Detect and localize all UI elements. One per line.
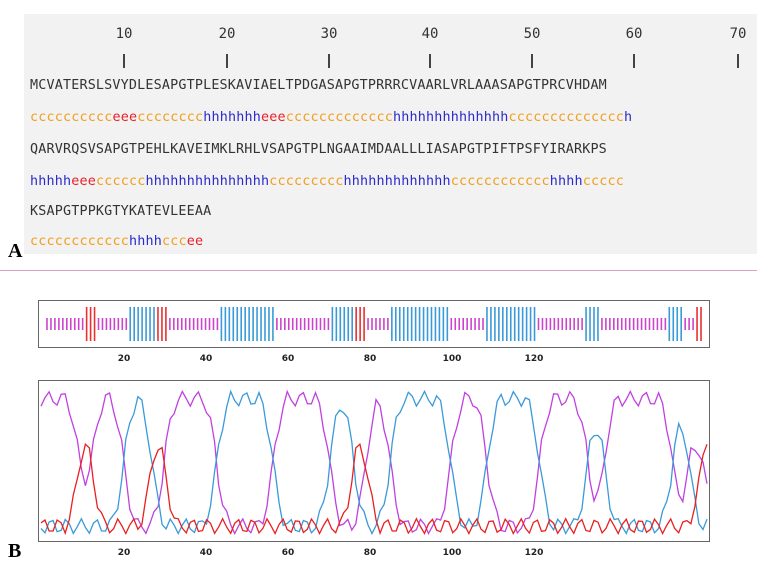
profile-x-axis: 20 40 60 80 100 120 bbox=[118, 548, 544, 558]
x-tick-label: 60 bbox=[282, 548, 295, 558]
helix-probability-line bbox=[40, 389, 708, 535]
structure-row-3: cccccccccccchhhhcccee bbox=[30, 234, 204, 249]
ruler-label: 50 bbox=[523, 26, 541, 42]
ruler-tick bbox=[226, 54, 228, 68]
ruler-tick bbox=[633, 54, 635, 68]
ruler-tick bbox=[531, 54, 533, 68]
x-tick-label: 100 bbox=[443, 548, 462, 558]
structure-row-1: cccccccccceeecccccccchhhhhhheeeccccccccc… bbox=[30, 110, 633, 125]
panel-label-a: A bbox=[8, 240, 23, 262]
x-tick-label: 40 bbox=[200, 548, 213, 558]
x-tick-label: 80 bbox=[364, 354, 377, 364]
structure-track bbox=[38, 300, 710, 348]
structure-row-2: hhhhheeecccccchhhhhhhhhhhhhhhccccccccchh… bbox=[30, 174, 624, 189]
ruler-label: 40 bbox=[421, 26, 439, 42]
ruler-tick bbox=[328, 54, 330, 68]
track-x-axis: 20 40 60 80 100 120 bbox=[118, 354, 544, 364]
coil-probability-line bbox=[40, 389, 708, 535]
panel-label-b: B bbox=[8, 540, 22, 562]
x-tick-label: 60 bbox=[282, 354, 295, 364]
ruler-label: 20 bbox=[218, 26, 236, 42]
profile-svg bbox=[40, 389, 708, 536]
sequence-panel: 10 20 30 40 50 60 70 MCVATERSLSVYDLESAPGTPLESK… bbox=[24, 14, 757, 254]
ruler-tick bbox=[429, 54, 431, 68]
ruler-label: 30 bbox=[320, 26, 338, 42]
strand-probability-line bbox=[40, 442, 708, 536]
probability-profile bbox=[38, 380, 710, 542]
ruler-tick bbox=[737, 54, 739, 68]
x-tick-label: 20 bbox=[118, 548, 131, 558]
sequence-row-3: KSAPGTPPKGTYKATEVLEEAA bbox=[30, 204, 212, 219]
ruler-tick bbox=[123, 54, 125, 68]
x-tick-label: 40 bbox=[200, 354, 213, 364]
x-tick-label: 20 bbox=[118, 354, 131, 364]
x-tick-label: 120 bbox=[525, 548, 544, 558]
x-tick-label: 80 bbox=[364, 548, 377, 558]
sequence-row-1: MCVATERSLSVYDLESAPGTPLESKAVIAELTPDGASAPG… bbox=[30, 78, 607, 93]
structure-track-svg bbox=[46, 307, 702, 341]
ruler-label: 10 bbox=[115, 26, 133, 42]
ruler-label: 70 bbox=[729, 26, 747, 42]
ruler-label: 60 bbox=[625, 26, 643, 42]
x-tick-label: 100 bbox=[443, 354, 462, 364]
panel-divider bbox=[0, 270, 757, 271]
x-tick-label: 120 bbox=[525, 354, 544, 364]
sequence-row-2: QARVRQSVSAPGTPEHLKAVEIMKLRHLVSAPGTPLNGAA… bbox=[30, 142, 607, 157]
